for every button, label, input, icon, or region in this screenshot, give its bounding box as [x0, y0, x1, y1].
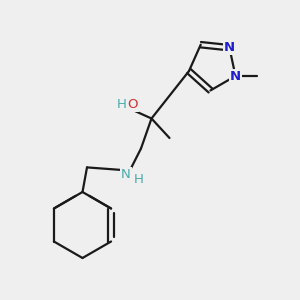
- Text: H: H: [117, 98, 126, 112]
- Text: O: O: [128, 98, 138, 112]
- Text: H: H: [134, 173, 143, 186]
- Text: N: N: [121, 167, 131, 181]
- Text: N: N: [230, 70, 241, 83]
- Text: N: N: [224, 41, 235, 54]
